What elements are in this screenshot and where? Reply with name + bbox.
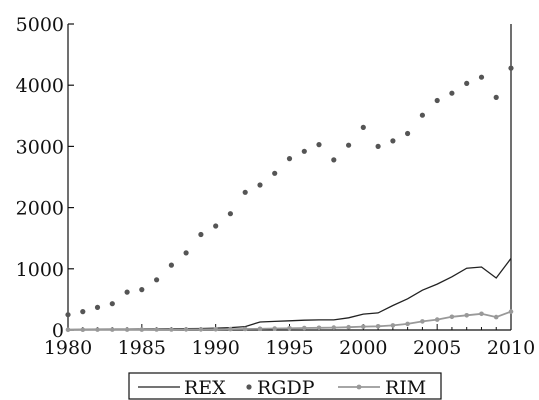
legend-marker-rim xyxy=(356,384,362,390)
data-point-rgdp xyxy=(94,304,101,310)
data-point-rim xyxy=(183,327,189,332)
data-point-rim xyxy=(110,327,115,332)
data-point-rim xyxy=(154,327,159,332)
data-point-rim xyxy=(346,324,351,330)
x-tick-label: 2000 xyxy=(339,337,387,359)
data-point-rim xyxy=(213,327,218,332)
legend-marker-rgdp xyxy=(246,384,252,390)
data-point-rgdp xyxy=(331,157,337,163)
data-point-rim xyxy=(375,324,381,329)
data-point-rim xyxy=(124,327,130,332)
y-tick-label: 5000 xyxy=(16,14,64,36)
data-point-rim xyxy=(390,323,396,328)
data-point-rgdp xyxy=(493,94,499,100)
data-point-rim xyxy=(316,325,322,331)
data-point-rgdp xyxy=(242,189,248,195)
data-point-rgdp xyxy=(508,65,514,71)
x-tick-label: 1980 xyxy=(44,337,92,359)
data-point-rim xyxy=(420,319,425,324)
data-point-rim xyxy=(272,326,278,331)
data-point-rim xyxy=(257,326,263,332)
data-point-rgdp xyxy=(419,112,425,118)
data-point-rgdp xyxy=(168,262,174,268)
legend-item-rgdp: RGDP xyxy=(246,377,315,399)
y-tick-label: 2000 xyxy=(16,198,64,220)
data-point-rgdp xyxy=(316,142,322,148)
data-point-rgdp xyxy=(464,80,470,86)
legend-item-rim: RIM xyxy=(338,377,426,399)
series-rgdp xyxy=(65,65,514,318)
data-point-rgdp xyxy=(434,97,440,104)
x-tick-label: 1985 xyxy=(118,337,166,359)
data-point-rgdp xyxy=(227,211,233,217)
data-point-rgdp xyxy=(213,223,219,229)
data-point-rim xyxy=(95,327,100,332)
legend-label-rex: REX xyxy=(184,377,226,399)
data-point-rim xyxy=(139,327,145,332)
data-point-rgdp xyxy=(257,182,263,188)
data-point-rgdp xyxy=(272,170,278,176)
x-tick-label: 2005 xyxy=(413,337,461,359)
data-point-rgdp xyxy=(390,138,396,144)
y-tick-label: 3000 xyxy=(16,136,64,158)
x-tick-label: 1990 xyxy=(191,337,239,359)
data-point-rim xyxy=(464,313,470,318)
x-tick-label: 1995 xyxy=(265,337,313,359)
data-point-rgdp xyxy=(286,156,293,162)
data-point-rim xyxy=(493,314,499,320)
legend-item-rex: REX xyxy=(138,377,226,399)
data-point-rgdp xyxy=(346,142,352,148)
data-point-rim xyxy=(479,311,484,317)
series-layer xyxy=(65,65,514,333)
data-point-rim xyxy=(405,321,410,327)
data-point-rgdp xyxy=(405,130,411,137)
data-point-rgdp xyxy=(301,148,307,154)
data-point-rim xyxy=(331,325,337,330)
data-point-rim xyxy=(302,325,307,331)
data-point-rim xyxy=(228,326,233,332)
data-point-rgdp xyxy=(124,289,130,295)
data-point-rim xyxy=(198,327,204,332)
data-point-rgdp xyxy=(139,287,145,293)
data-point-rgdp xyxy=(360,124,366,130)
legend: REX RGDP RIM xyxy=(128,372,442,400)
legend-label-rgdp: RGDP xyxy=(257,377,315,399)
data-point-rgdp xyxy=(198,231,204,238)
data-point-rim xyxy=(80,327,86,333)
data-point-rgdp xyxy=(154,277,160,283)
data-point-rgdp xyxy=(109,301,115,307)
data-point-rim xyxy=(434,317,440,322)
data-point-rgdp xyxy=(65,312,71,318)
x-tick-label: 2010 xyxy=(487,337,535,359)
data-point-rgdp xyxy=(449,90,455,96)
series-rim xyxy=(65,309,514,333)
data-point-rim xyxy=(449,314,455,320)
legend-label-rim: RIM xyxy=(385,377,426,399)
y-tick-label: 0 xyxy=(52,320,64,342)
data-point-rim xyxy=(361,324,366,329)
axes: 0 1000 2000 3000 4000 5000 1980 1985 1990 1995 200… xyxy=(16,14,536,359)
data-point-rim xyxy=(287,326,292,331)
data-point-rgdp xyxy=(478,74,485,80)
data-point-rim xyxy=(508,309,514,314)
y-tick-label: 1000 xyxy=(16,259,64,281)
data-point-rgdp xyxy=(183,250,189,256)
data-point-rgdp xyxy=(375,143,381,149)
legend-box xyxy=(128,372,442,400)
data-point-rim xyxy=(169,327,174,332)
data-point-rim xyxy=(242,326,248,332)
data-point-rgdp xyxy=(80,309,86,315)
y-tick-label: 4000 xyxy=(16,75,64,97)
data-point-rim xyxy=(65,327,71,333)
